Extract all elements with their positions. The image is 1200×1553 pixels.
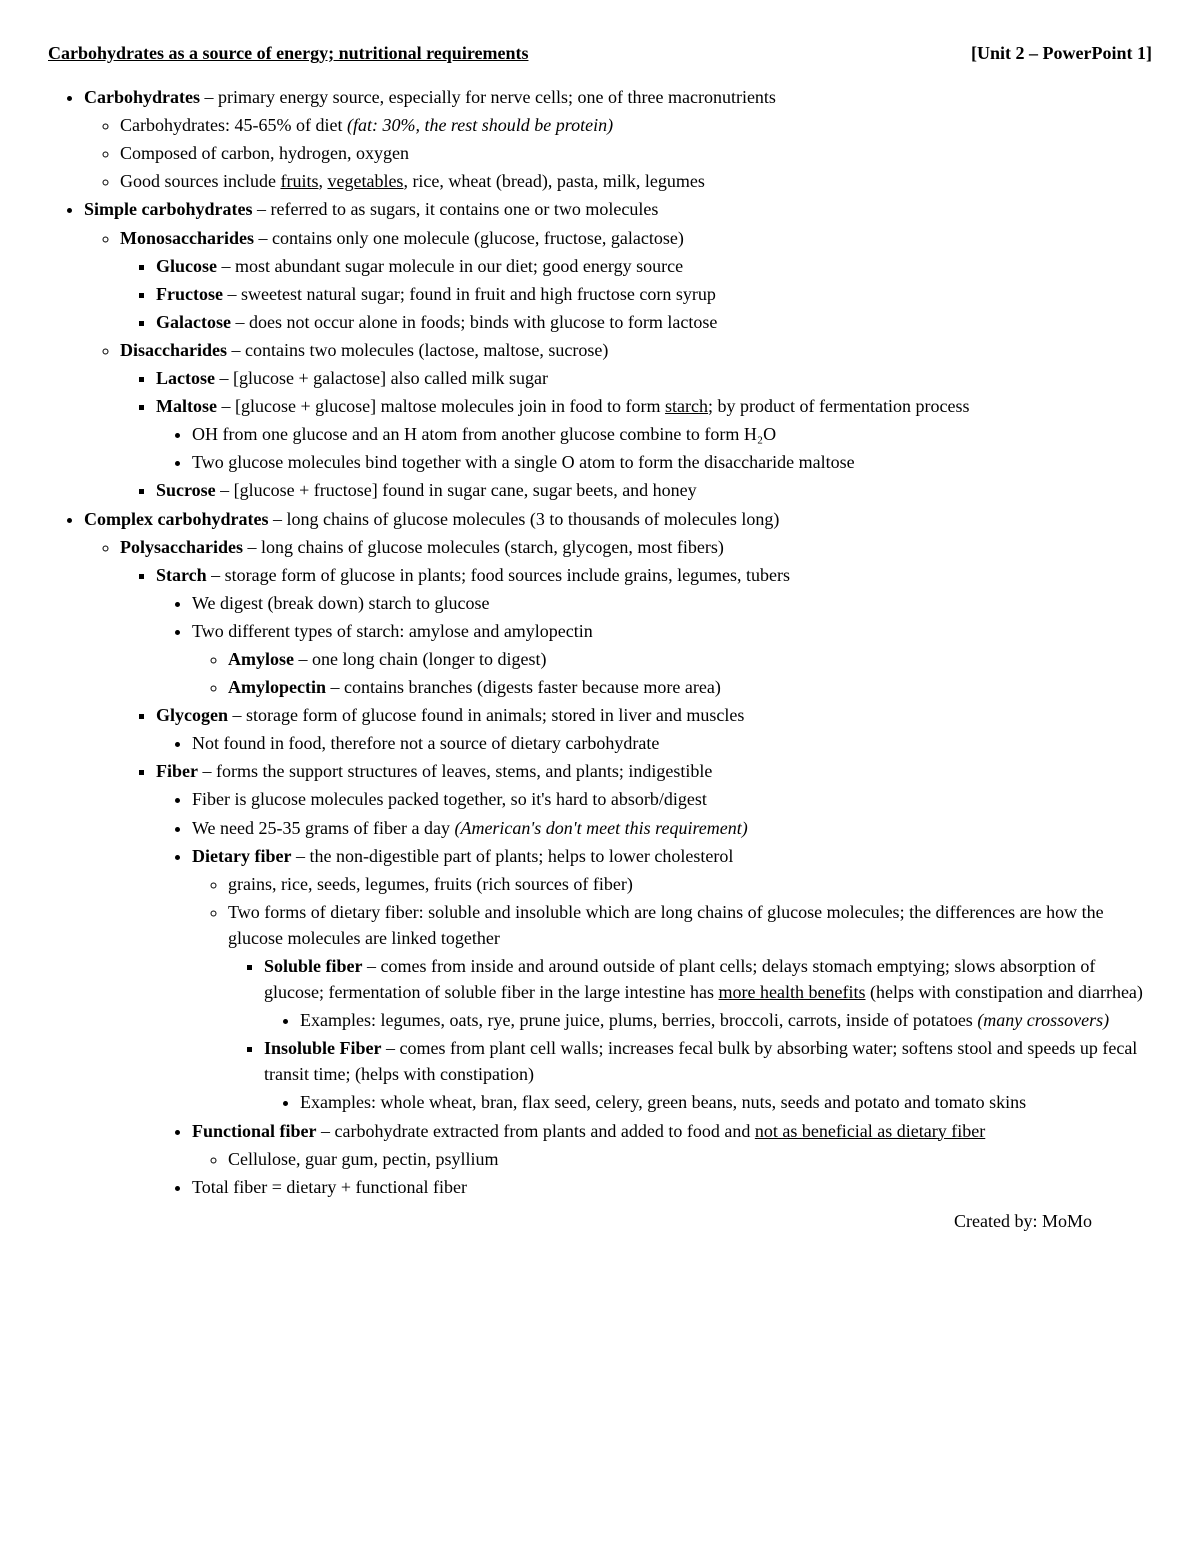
item-insoluble-fiber: Insoluble Fiber – comes from plant cell … xyxy=(264,1035,1152,1115)
item-polysaccharides: Polysaccharides – long chains of glucose… xyxy=(120,534,1152,1200)
item-fiber: Fiber – forms the support structures of … xyxy=(156,758,1152,1200)
item-carbohydrates: Carbohydrates – primary energy source, e… xyxy=(84,84,1152,194)
item-fiber-grams: We need 25-35 grams of fiber a day (Amer… xyxy=(192,815,1152,841)
item-insoluble-examples: Examples: whole wheat, bran, flax seed, … xyxy=(300,1089,1152,1115)
item-glycogen: Glycogen – storage form of glucose found… xyxy=(156,702,1152,756)
item-composed: Composed of carbon, hydrogen, oxygen xyxy=(120,140,1152,166)
item-amylose: Amylose – one long chain (longer to dige… xyxy=(228,646,1152,672)
item-fructose: Fructose – sweetest natural sugar; found… xyxy=(156,281,1152,307)
item-complex-carbs: Complex carbohydrates – long chains of g… xyxy=(84,506,1152,1200)
page-header: Carbohydrates as a source of energy; nut… xyxy=(48,40,1152,66)
item-amylopectin: Amylopectin – contains branches (digests… xyxy=(228,674,1152,700)
item-lactose: Lactose – [glucose + galactose] also cal… xyxy=(156,365,1152,391)
item-glycogen-notfood: Not found in food, therefore not a sourc… xyxy=(192,730,1152,756)
item-maltose-oh: OH from one glucose and an H atom from a… xyxy=(192,421,1152,447)
header-title: Carbohydrates as a source of energy; nut… xyxy=(48,40,528,66)
item-total-fiber: Total fiber = dietary + functional fiber xyxy=(192,1174,1152,1200)
item-soluble-fiber: Soluble fiber – comes from inside and ar… xyxy=(264,953,1152,1033)
outline-root: Carbohydrates – primary energy source, e… xyxy=(48,84,1152,1200)
header-unit: [Unit 2 – PowerPoint 1] xyxy=(971,40,1152,66)
item-glucose: Glucose – most abundant sugar molecule i… xyxy=(156,253,1152,279)
item-funcfiber-list: Cellulose, guar gum, pectin, psyllium xyxy=(228,1146,1152,1172)
item-dietfiber-forms: Two forms of dietary fiber: soluble and … xyxy=(228,899,1152,1116)
item-maltose-bind: Two glucose molecules bind together with… xyxy=(192,449,1152,475)
item-monosaccharides: Monosaccharides – contains only one mole… xyxy=(120,225,1152,335)
item-functional-fiber: Functional fiber – carbohydrate extracte… xyxy=(192,1118,1152,1172)
item-dietfiber-sources: grains, rice, seeds, legumes, fruits (ri… xyxy=(228,871,1152,897)
item-starch-types: Two different types of starch: amylose a… xyxy=(192,618,1152,700)
item-starch-digest: We digest (break down) starch to glucose xyxy=(192,590,1152,616)
item-galactose: Galactose – does not occur alone in food… xyxy=(156,309,1152,335)
item-sources: Good sources include fruits, vegetables,… xyxy=(120,168,1152,194)
item-maltose: Maltose – [glucose + glucose] maltose mo… xyxy=(156,393,1152,475)
item-fiber-packed: Fiber is glucose molecules packed togeth… xyxy=(192,786,1152,812)
item-carb-percent: Carbohydrates: 45-65% of diet (fat: 30%,… xyxy=(120,112,1152,138)
item-starch: Starch – storage form of glucose in plan… xyxy=(156,562,1152,700)
item-sucrose: Sucrose – [glucose + fructose] found in … xyxy=(156,477,1152,503)
item-simple-carbs: Simple carbohydrates – referred to as su… xyxy=(84,196,1152,503)
item-dietary-fiber: Dietary fiber – the non-digestible part … xyxy=(192,843,1152,1116)
item-soluble-examples: Examples: legumes, oats, rye, prune juic… xyxy=(300,1007,1152,1033)
item-disaccharides: Disaccharides – contains two molecules (… xyxy=(120,337,1152,504)
footer-credit: Created by: MoMo xyxy=(48,1208,1152,1234)
